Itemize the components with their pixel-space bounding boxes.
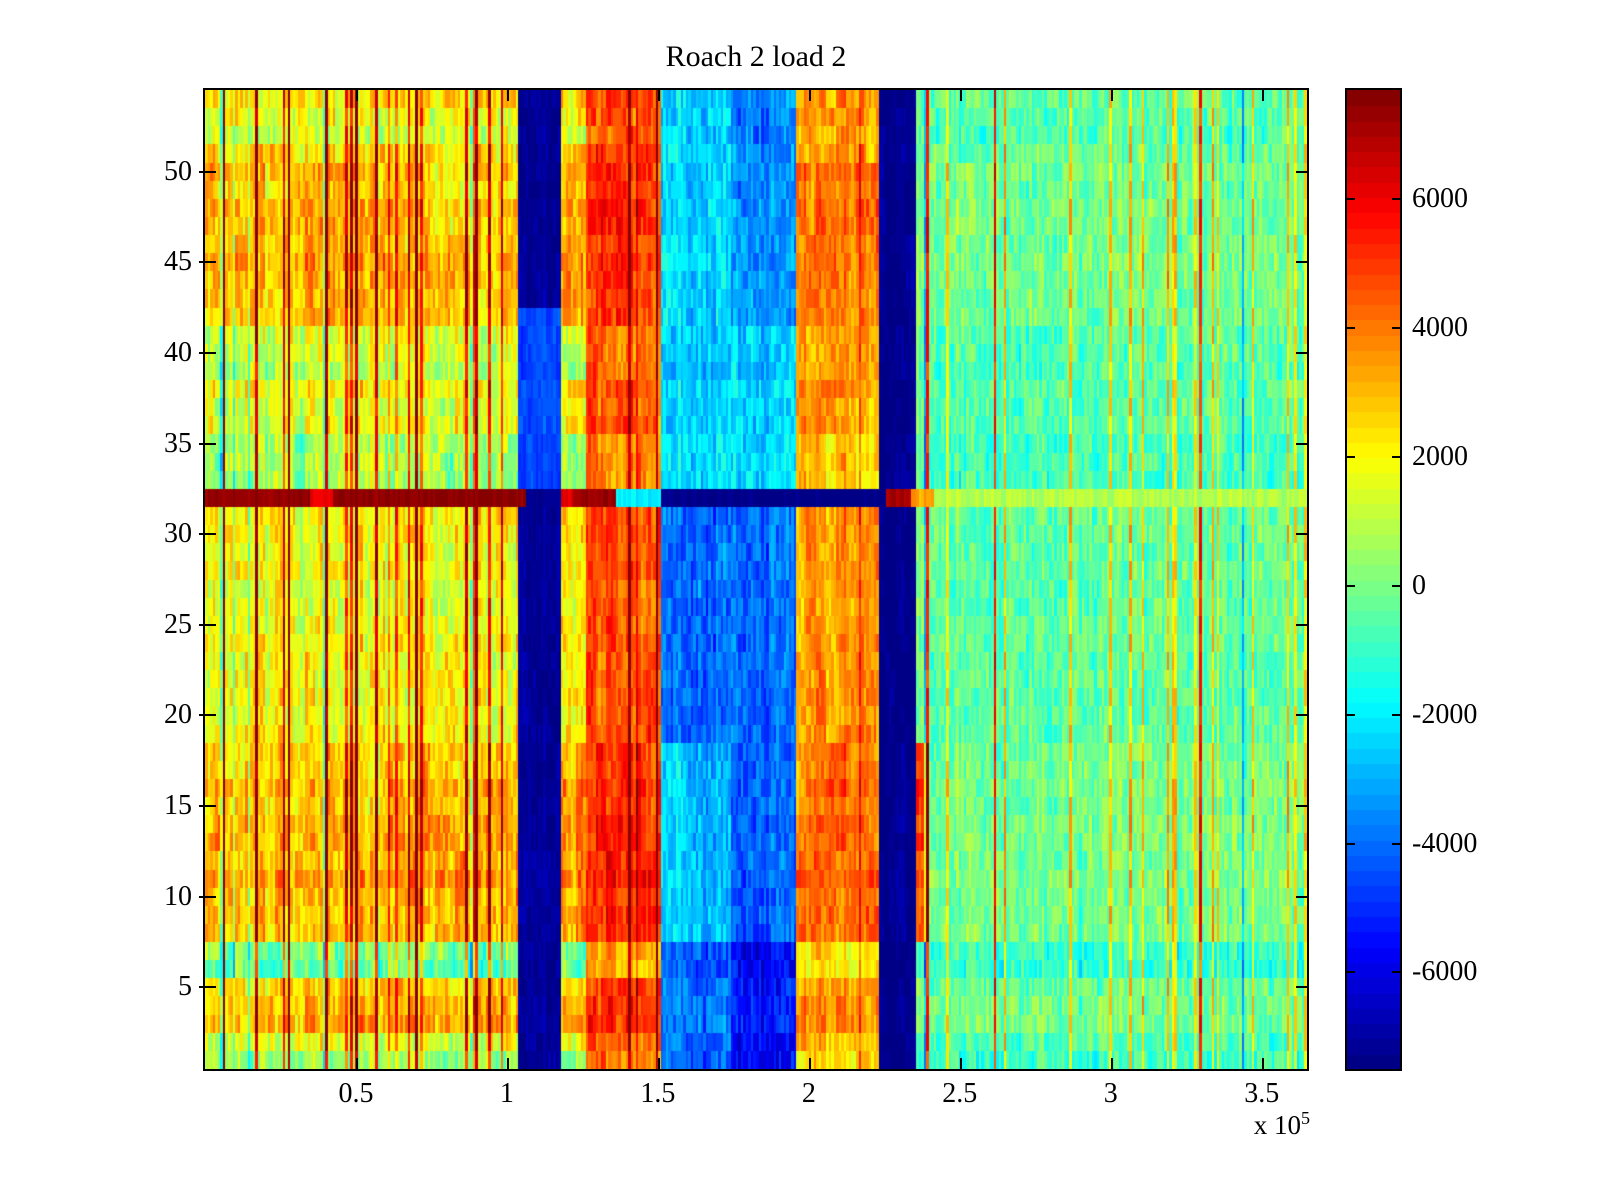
x-tick-mark [959, 1058, 962, 1069]
y-axis-tick-label: 10 [164, 880, 192, 912]
x-tick-mark-top [959, 90, 962, 101]
colorbar-tick-mark [1347, 842, 1355, 845]
y-tick-mark-right [1296, 442, 1307, 445]
y-tick-mark-right [1296, 805, 1307, 808]
y-axis-tick-label: 45 [164, 246, 192, 278]
y-axis-tick-label: 35 [164, 427, 192, 459]
colorbar-tick-mark [1347, 198, 1355, 201]
x-tick-mark-top [1261, 90, 1264, 101]
y-axis-tick-label: 30 [164, 518, 192, 550]
colorbar-canvas [1347, 90, 1400, 1069]
colorbar-tick-label: -4000 [1412, 827, 1478, 859]
x-tick-mark [355, 1058, 358, 1069]
colorbar-tick-mark-right [1392, 971, 1400, 974]
colorbar-tick-mark [1347, 971, 1355, 974]
x-axis-tick-label: 1.5 [640, 1078, 676, 1109]
colorbar-tick-mark-right [1392, 198, 1400, 201]
x-tick-mark-top [355, 90, 358, 101]
colorbar-tick-mark-right [1392, 327, 1400, 330]
colorbar-tick-label: 6000 [1412, 183, 1468, 215]
colorbar-tick-label: 2000 [1412, 441, 1468, 473]
x-axis-tick-label: 3 [1103, 1078, 1118, 1109]
y-tick-mark-right [1296, 714, 1307, 717]
colorbar-tick-mark-right [1392, 842, 1400, 845]
y-tick-mark [199, 805, 216, 808]
y-tick-mark [199, 714, 216, 717]
x-axis-exponent-prefix: x 10 [1253, 1110, 1301, 1140]
y-tick-mark [199, 895, 216, 898]
heatmap-plot-area [199, 88, 1309, 1071]
y-tick-mark-right [1296, 351, 1307, 354]
x-axis-tick-label: 2 [801, 1078, 816, 1109]
x-axis-exponent-power: 5 [1301, 1108, 1310, 1128]
y-tick-mark-right [1296, 170, 1307, 173]
x-axis-tick-label: 1 [499, 1078, 514, 1109]
x-tick-mark [1261, 1058, 1264, 1069]
heatmap-canvas [205, 90, 1307, 1069]
colorbar-tick-mark [1347, 713, 1355, 716]
y-axis-tick-label: 20 [164, 699, 192, 731]
y-tick-mark [199, 623, 216, 626]
y-tick-mark [199, 261, 216, 264]
y-tick-mark-right [1296, 533, 1307, 536]
x-tick-mark [657, 1058, 660, 1069]
x-tick-mark-top [1110, 90, 1113, 101]
y-tick-mark-right [1296, 623, 1307, 626]
colorbar [1345, 88, 1402, 1071]
y-tick-mark [199, 170, 216, 173]
colorbar-tick-label: 0 [1412, 569, 1426, 601]
colorbar-tick-mark [1347, 456, 1355, 459]
y-axis-tick-label: 50 [164, 155, 192, 187]
x-axis-tick-label: 3.5 [1244, 1078, 1280, 1109]
colorbar-tick-label: -6000 [1412, 956, 1478, 988]
y-axis-tick-label: 15 [164, 790, 192, 822]
y-tick-mark-right [1296, 261, 1307, 264]
y-tick-mark [199, 986, 216, 989]
colorbar-tick-label: 4000 [1412, 312, 1468, 344]
colorbar-tick-label: -2000 [1412, 698, 1478, 730]
chart-title: Roach 2 load 2 [665, 40, 847, 73]
x-axis-tick-label: 2.5 [942, 1078, 978, 1109]
colorbar-tick-mark-right [1392, 713, 1400, 716]
x-axis-tick-label: 0.5 [338, 1078, 374, 1109]
y-axis-tick-label: 5 [178, 971, 192, 1003]
colorbar-tick-mark [1347, 327, 1355, 330]
y-tick-mark [199, 533, 216, 536]
colorbar-tick-mark [1347, 584, 1355, 587]
colorbar-tick-mark-right [1392, 456, 1400, 459]
x-tick-mark [1110, 1058, 1113, 1069]
y-axis-tick-label: 25 [164, 608, 192, 640]
x-tick-mark [808, 1058, 811, 1069]
y-tick-mark-right [1296, 895, 1307, 898]
x-tick-mark-top [657, 90, 660, 101]
y-tick-mark [199, 442, 216, 445]
y-axis-tick-label: 40 [164, 336, 192, 368]
x-tick-mark [506, 1058, 509, 1069]
colorbar-tick-mark-right [1392, 584, 1400, 587]
x-tick-mark-top [808, 90, 811, 101]
x-tick-mark-top [506, 90, 509, 101]
y-tick-mark [199, 351, 216, 354]
x-axis-exponent-label: x 105 [1130, 1108, 1310, 1141]
y-tick-mark-right [1296, 986, 1307, 989]
